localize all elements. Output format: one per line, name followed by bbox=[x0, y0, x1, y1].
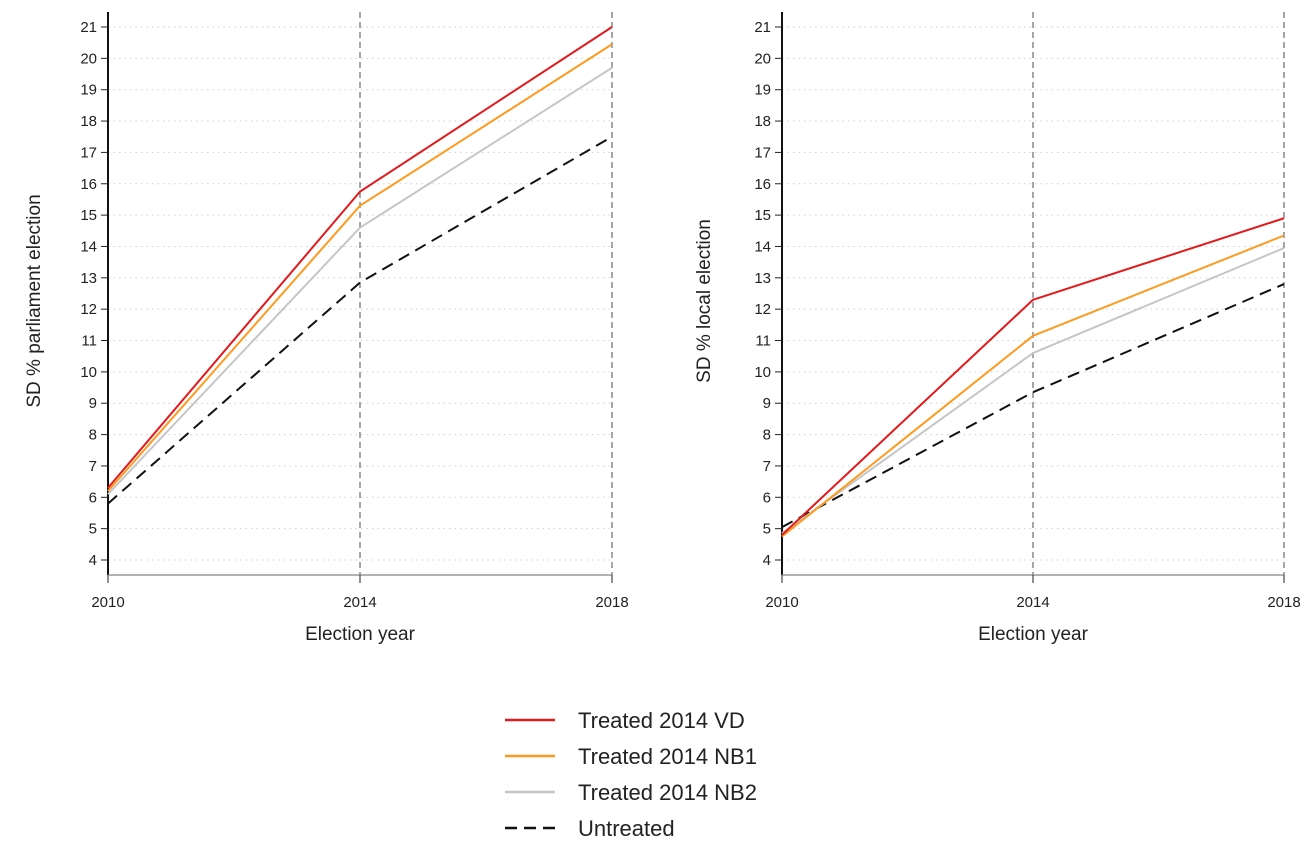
y-tick-label: 16 bbox=[754, 176, 771, 193]
series-line-treated-2014-vd bbox=[781, 217, 1285, 536]
y-tick-label: 13 bbox=[754, 270, 771, 287]
legend-label: Treated 2014 NB1 bbox=[578, 744, 757, 769]
y-axis-title: SD % local election bbox=[694, 219, 715, 383]
y-tick-label: 10 bbox=[80, 364, 97, 381]
legend-label: Treated 2014 VD bbox=[578, 708, 745, 733]
legend-label: Untreated bbox=[578, 816, 675, 841]
x-tick-label: 2014 bbox=[1016, 594, 1049, 611]
y-tick-label: 19 bbox=[80, 82, 97, 99]
right-panel-local: 4 5 6 7 8 9 10 11 12 13 14 15 16 17 18 19 20 21 2010 2014 20… bbox=[694, 12, 1301, 645]
y-tick-label: 5 bbox=[763, 521, 771, 538]
y-tick-label: 4 bbox=[89, 552, 97, 569]
y-tick-label: 16 bbox=[80, 176, 97, 193]
x-tick-label: 2010 bbox=[765, 594, 798, 611]
series-line-treated-2014-nb1 bbox=[781, 234, 1285, 538]
y-tick-label: 9 bbox=[89, 395, 97, 412]
y-tick-label: 18 bbox=[80, 113, 97, 130]
y-tick-label: 6 bbox=[763, 489, 771, 506]
y-tick-label: 21 bbox=[80, 19, 97, 36]
y-tick-label: 5 bbox=[89, 521, 97, 538]
y-tick-label: 11 bbox=[755, 333, 771, 350]
y-tick-label: 20 bbox=[80, 50, 97, 67]
series-line-treated-2014-vd bbox=[107, 26, 613, 489]
x-axis-title: Election year bbox=[305, 624, 416, 645]
series-line-treated-2014-nb2 bbox=[107, 66, 613, 495]
y-tick-label: 7 bbox=[89, 458, 97, 475]
x-tick-label: 2014 bbox=[343, 594, 376, 611]
y-axis-title: SD % parliament election bbox=[24, 194, 45, 407]
y-tick-label: 15 bbox=[80, 207, 97, 224]
legend-label: Treated 2014 NB2 bbox=[578, 780, 757, 805]
y-tick-label: 9 bbox=[763, 395, 771, 412]
y-tick-label: 4 bbox=[763, 552, 771, 569]
y-tick-label: 18 bbox=[754, 113, 771, 130]
y-tick-label: 8 bbox=[763, 427, 771, 444]
y-tick-label: 17 bbox=[754, 144, 771, 161]
y-tick-label: 17 bbox=[80, 144, 97, 161]
series-line-treated-2014-nb2 bbox=[781, 247, 1285, 535]
y-tick-label: 21 bbox=[754, 19, 771, 36]
y-tick-label: 8 bbox=[89, 427, 97, 444]
y-tick-label: 20 bbox=[754, 50, 771, 67]
y-tick-label: 10 bbox=[754, 364, 771, 381]
y-tick-label: 13 bbox=[80, 270, 97, 287]
x-tick-label: 2018 bbox=[595, 594, 628, 611]
y-tick-label: 7 bbox=[763, 458, 771, 475]
series-line-treated-2014-nb1 bbox=[107, 43, 613, 492]
y-tick-label: 12 bbox=[754, 301, 771, 318]
left-panel-parliament: 4 5 6 7 8 9 10 11 12 13 14 15 16 17 18 19 20 21 2010 2014 20… bbox=[24, 12, 629, 645]
y-tick-label: 14 bbox=[80, 238, 97, 255]
x-tick-label: 2010 bbox=[91, 594, 124, 611]
y-tick-label: 19 bbox=[754, 82, 771, 99]
x-axis-title: Election year bbox=[978, 624, 1089, 645]
y-tick-label: 15 bbox=[754, 207, 771, 224]
y-tick-label: 14 bbox=[754, 238, 771, 255]
y-tick-label: 12 bbox=[80, 301, 97, 318]
y-tick-label: 6 bbox=[89, 489, 97, 506]
y-tick-label: 11 bbox=[81, 333, 97, 350]
series-line-untreated bbox=[781, 283, 1285, 528]
legend: Treated 2014 VD Treated 2014 NB1 Treated 2… bbox=[505, 708, 757, 841]
x-tick-label: 2018 bbox=[1267, 594, 1300, 611]
